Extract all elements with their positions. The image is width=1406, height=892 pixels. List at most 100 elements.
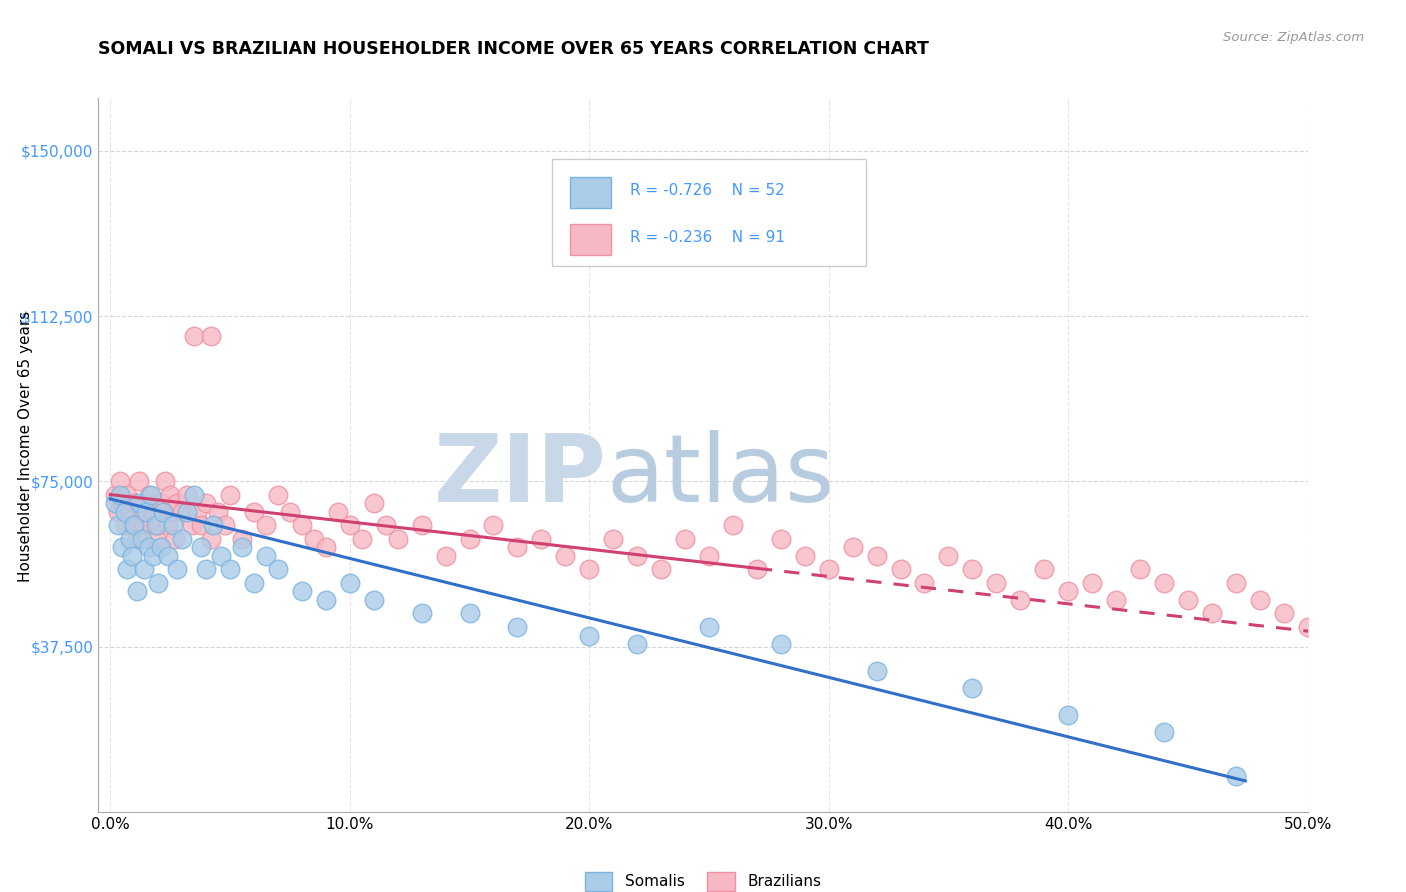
Point xyxy=(121,549,143,564)
Point xyxy=(156,549,179,564)
Point xyxy=(315,593,337,607)
Point xyxy=(138,487,160,501)
Point xyxy=(1296,620,1319,634)
Point xyxy=(243,575,266,590)
Point xyxy=(578,628,600,642)
Point xyxy=(131,532,153,546)
Point xyxy=(202,518,225,533)
Point xyxy=(326,505,349,519)
Point xyxy=(131,505,153,519)
Point xyxy=(128,496,150,510)
Point xyxy=(254,549,277,564)
Text: SOMALI VS BRAZILIAN HOUSEHOLDER INCOME OVER 65 YEARS CORRELATION CHART: SOMALI VS BRAZILIAN HOUSEHOLDER INCOME O… xyxy=(98,40,929,58)
Point xyxy=(1057,584,1080,599)
Point xyxy=(986,575,1008,590)
Point xyxy=(1153,575,1175,590)
Point xyxy=(162,518,184,533)
Point xyxy=(219,487,242,501)
Point xyxy=(1033,562,1056,576)
Point xyxy=(139,487,162,501)
Point xyxy=(339,575,361,590)
Point xyxy=(458,532,481,546)
Point xyxy=(148,575,170,590)
Point xyxy=(793,549,815,564)
Point xyxy=(1105,593,1128,607)
Point xyxy=(128,475,150,489)
Point xyxy=(108,475,131,489)
Text: R = -0.726    N = 52: R = -0.726 N = 52 xyxy=(630,183,785,198)
Point xyxy=(159,487,181,501)
Point xyxy=(176,505,198,519)
Point xyxy=(107,505,129,519)
Point xyxy=(411,607,433,621)
Point xyxy=(190,518,212,533)
Point xyxy=(817,562,839,576)
Point xyxy=(118,505,141,519)
Point xyxy=(114,505,136,519)
Point xyxy=(200,329,222,343)
Point xyxy=(195,562,218,576)
FancyBboxPatch shape xyxy=(569,224,612,255)
Point xyxy=(149,496,172,510)
Point xyxy=(602,532,624,546)
Point xyxy=(142,505,165,519)
Text: Source: ZipAtlas.com: Source: ZipAtlas.com xyxy=(1223,31,1364,45)
Point xyxy=(115,562,138,576)
Point xyxy=(186,505,208,519)
Point xyxy=(626,637,648,651)
Point xyxy=(114,518,136,533)
Point xyxy=(231,541,253,555)
Point xyxy=(278,505,301,519)
Point xyxy=(219,562,242,576)
Point xyxy=(115,487,138,501)
Point xyxy=(118,532,141,546)
Point xyxy=(302,532,325,546)
Point xyxy=(162,505,184,519)
Point xyxy=(121,518,143,533)
Point xyxy=(231,532,253,546)
FancyBboxPatch shape xyxy=(553,159,866,266)
Point xyxy=(183,487,205,501)
Text: ZIP: ZIP xyxy=(433,430,606,523)
Point xyxy=(363,593,385,607)
Point xyxy=(626,549,648,564)
Point xyxy=(190,541,212,555)
Point xyxy=(1201,607,1223,621)
Point xyxy=(315,541,337,555)
Point xyxy=(1177,593,1199,607)
Point xyxy=(434,549,457,564)
Point xyxy=(697,549,720,564)
Point xyxy=(180,518,202,533)
Point xyxy=(145,518,167,533)
Point xyxy=(111,496,134,510)
Point xyxy=(166,562,188,576)
Point xyxy=(578,562,600,576)
Point xyxy=(125,532,148,546)
Point xyxy=(339,518,361,533)
Point xyxy=(769,637,792,651)
Point xyxy=(458,607,481,621)
Point xyxy=(697,620,720,634)
Point xyxy=(124,518,146,533)
Point xyxy=(962,562,984,576)
Point xyxy=(254,518,277,533)
Point xyxy=(195,496,218,510)
Point xyxy=(291,584,314,599)
Point xyxy=(506,541,529,555)
Point xyxy=(411,518,433,533)
Point xyxy=(721,518,744,533)
FancyBboxPatch shape xyxy=(569,178,612,208)
Point xyxy=(214,518,236,533)
Point xyxy=(374,518,396,533)
Point xyxy=(962,681,984,696)
Point xyxy=(207,505,229,519)
Point xyxy=(841,541,863,555)
Point xyxy=(149,541,172,555)
Point xyxy=(1249,593,1271,607)
Point xyxy=(125,584,148,599)
Point xyxy=(1081,575,1104,590)
Point xyxy=(1225,575,1247,590)
Point xyxy=(156,518,179,533)
Point xyxy=(1129,562,1152,576)
Point xyxy=(350,532,373,546)
